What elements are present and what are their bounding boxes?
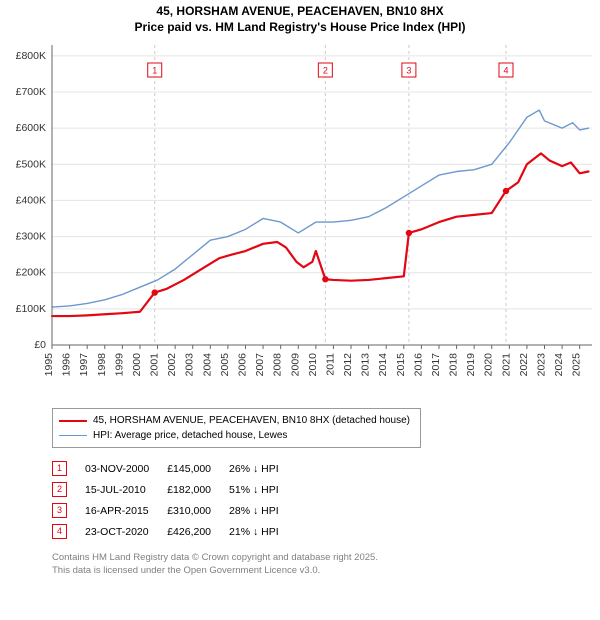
chart-area: £0 £100K £200K £300K £400K £500K £600K £700K £80…: [0, 37, 600, 402]
tx-diff: 28% ↓ HPI: [229, 500, 297, 521]
svg-text:2000: 2000: [131, 353, 143, 377]
legend-swatch-price: [59, 420, 87, 422]
table-row: 4 23-OCT-2020£426,20021% ↓ HPI: [52, 521, 297, 542]
svg-text:2002: 2002: [166, 353, 178, 377]
chart-figure: 45, HORSHAM AVENUE, PEACEHAVEN, BN10 8HX…: [0, 0, 600, 578]
svg-text:£700K: £700K: [16, 86, 46, 98]
tx-price: £310,000: [167, 500, 229, 521]
legend-label-price: 45, HORSHAM AVENUE, PEACEHAVEN, BN10 8HX…: [93, 413, 410, 428]
svg-text:1999: 1999: [113, 353, 125, 377]
svg-text:2: 2: [323, 66, 328, 76]
table-row: 3 16-APR-2015£310,00028% ↓ HPI: [52, 500, 297, 521]
svg-text:2008: 2008: [272, 353, 284, 377]
svg-text:2012: 2012: [342, 353, 354, 377]
legend-item-price: 45, HORSHAM AVENUE, PEACEHAVEN, BN10 8HX…: [59, 413, 410, 428]
svg-text:£600K: £600K: [16, 122, 46, 134]
svg-text:2013: 2013: [360, 353, 372, 377]
footer-attribution: Contains HM Land Registry data © Crown c…: [52, 552, 600, 578]
tx-date: 15-JUL-2010: [85, 479, 167, 500]
svg-text:2003: 2003: [184, 353, 196, 377]
svg-text:2019: 2019: [465, 353, 477, 377]
tx-price: £145,000: [167, 458, 229, 479]
footer-line1: Contains HM Land Registry data © Crown c…: [52, 552, 600, 565]
svg-text:2023: 2023: [536, 353, 548, 377]
line-chart-svg: £0 £100K £200K £300K £400K £500K £600K £700K £80…: [0, 37, 600, 402]
table-row: 1 03-NOV-2000£145,00026% ↓ HPI: [52, 458, 297, 479]
svg-text:2020: 2020: [483, 353, 495, 377]
table-row: 2 15-JUL-2010£182,00051% ↓ HPI: [52, 479, 297, 500]
svg-text:£200K: £200K: [16, 267, 46, 279]
svg-text:1: 1: [152, 66, 157, 76]
tx-marker: 4: [52, 524, 67, 539]
svg-text:2001: 2001: [149, 353, 161, 377]
tx-price: £182,000: [167, 479, 229, 500]
svg-text:2007: 2007: [254, 353, 266, 377]
tx-diff: 26% ↓ HPI: [229, 458, 297, 479]
svg-text:2018: 2018: [448, 353, 460, 377]
legend-label-hpi: HPI: Average price, detached house, Lewe…: [93, 428, 287, 443]
title-line2: Price paid vs. HM Land Registry's House …: [0, 20, 600, 36]
svg-text:2017: 2017: [430, 353, 442, 377]
svg-text:2005: 2005: [219, 353, 231, 377]
svg-text:2010: 2010: [307, 353, 319, 377]
svg-text:£0: £0: [34, 339, 46, 351]
svg-text:£500K: £500K: [16, 158, 46, 170]
svg-text:1995: 1995: [43, 353, 55, 377]
legend-item-hpi: HPI: Average price, detached house, Lewe…: [59, 428, 410, 443]
svg-text:£800K: £800K: [16, 50, 46, 62]
tx-diff: 21% ↓ HPI: [229, 521, 297, 542]
tx-marker: 2: [52, 482, 67, 497]
svg-text:1997: 1997: [78, 353, 90, 377]
svg-text:£400K: £400K: [16, 195, 46, 207]
legend: 45, HORSHAM AVENUE, PEACEHAVEN, BN10 8HX…: [52, 408, 421, 448]
svg-text:2016: 2016: [412, 353, 424, 377]
svg-text:£100K: £100K: [16, 303, 46, 315]
svg-text:1996: 1996: [61, 353, 73, 377]
svg-text:2025: 2025: [571, 353, 583, 377]
svg-text:2004: 2004: [201, 353, 213, 377]
svg-text:2014: 2014: [377, 353, 389, 377]
svg-text:1998: 1998: [96, 353, 108, 377]
tx-date: 03-NOV-2000: [85, 458, 167, 479]
svg-text:2006: 2006: [236, 353, 248, 377]
transactions-table: 1 03-NOV-2000£145,00026% ↓ HPI 2 15-JUL-201…: [52, 458, 297, 542]
svg-text:2011: 2011: [324, 353, 336, 376]
tx-date: 23-OCT-2020: [85, 521, 167, 542]
tx-price: £426,200: [167, 521, 229, 542]
legend-swatch-hpi: [59, 435, 87, 436]
footer-line2: This data is licensed under the Open Gov…: [52, 565, 600, 578]
svg-text:4: 4: [503, 66, 508, 76]
svg-text:3: 3: [406, 66, 411, 76]
svg-text:2022: 2022: [518, 353, 530, 377]
tx-date: 16-APR-2015: [85, 500, 167, 521]
title-line1: 45, HORSHAM AVENUE, PEACEHAVEN, BN10 8HX: [0, 4, 600, 20]
tx-diff: 51% ↓ HPI: [229, 479, 297, 500]
chart-title: 45, HORSHAM AVENUE, PEACEHAVEN, BN10 8HX…: [0, 0, 600, 37]
svg-text:2015: 2015: [395, 353, 407, 377]
svg-text:2021: 2021: [500, 353, 512, 377]
tx-marker: 3: [52, 503, 67, 518]
svg-text:2024: 2024: [553, 353, 565, 377]
tx-marker: 1: [52, 461, 67, 476]
svg-text:2009: 2009: [289, 353, 301, 377]
svg-text:£300K: £300K: [16, 231, 46, 243]
